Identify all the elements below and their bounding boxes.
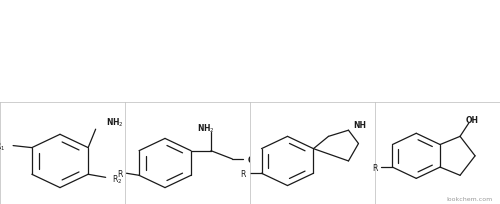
Text: R$_2$: R$_2$ — [112, 172, 122, 185]
Text: OH: OH — [466, 116, 479, 125]
Text: R: R — [372, 163, 378, 172]
Text: NH$_2$: NH$_2$ — [197, 122, 214, 135]
Text: R$_1$: R$_1$ — [0, 140, 6, 152]
Text: NH: NH — [354, 120, 366, 129]
Text: R: R — [240, 169, 246, 178]
Text: lookchem.com: lookchem.com — [446, 196, 492, 201]
Text: OH: OH — [247, 156, 260, 165]
Text: NH$_2$: NH$_2$ — [106, 116, 123, 129]
Text: R: R — [118, 169, 123, 178]
